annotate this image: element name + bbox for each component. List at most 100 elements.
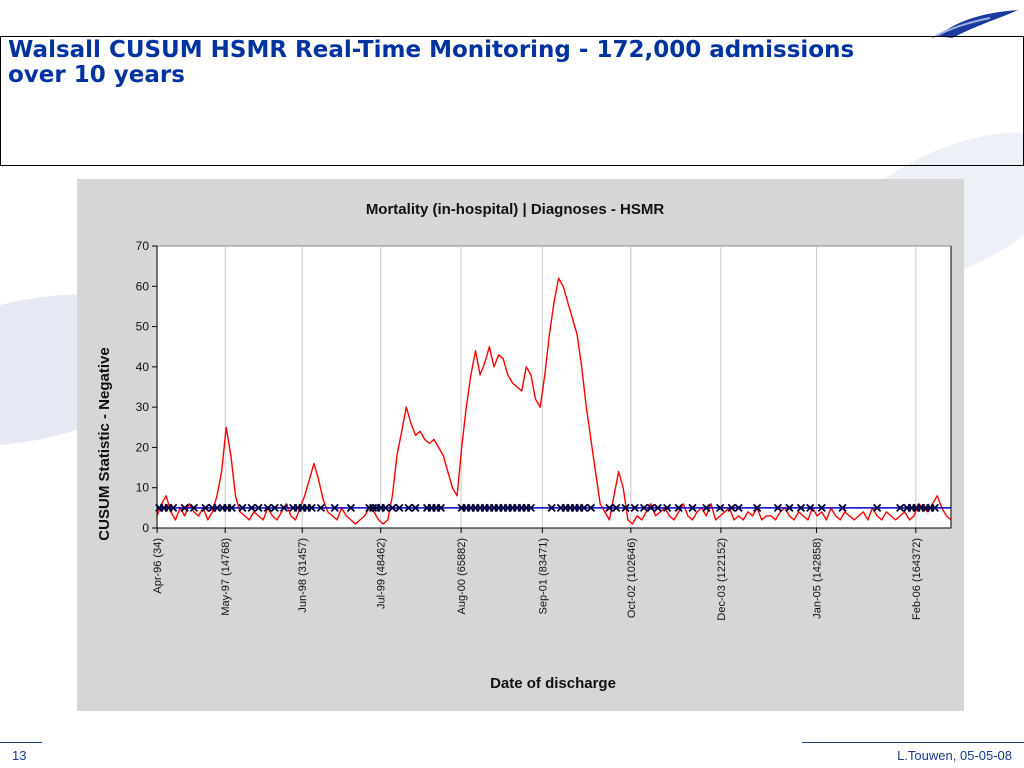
x-tick-label: Jan-05 (142858) — [811, 538, 823, 619]
x-tick-label: Apr-96 (34) — [152, 538, 164, 594]
alarm-marker-stroke — [316, 503, 326, 512]
y-tick-label: 60 — [136, 279, 150, 293]
alarm-marker-stroke — [180, 503, 189, 512]
alarm-marker — [688, 503, 697, 512]
alarm-marker — [716, 503, 725, 512]
alarm-marker — [254, 503, 263, 512]
alarm-marker-stroke — [388, 503, 397, 512]
alarm-marker — [621, 503, 630, 512]
alarm-marker — [817, 503, 826, 512]
alarm-marker — [630, 503, 639, 512]
alarm-marker — [238, 503, 247, 512]
series-layer — [156, 277, 952, 525]
alarm-marker — [796, 503, 806, 512]
alarm-marker — [873, 503, 882, 512]
y-tick-label: 40 — [136, 360, 150, 374]
alarm-marker-stroke — [270, 503, 279, 512]
y-tick-label: 20 — [136, 440, 150, 454]
alarm-marker-stroke — [547, 503, 556, 512]
x-axis-label: Date of discharge — [490, 675, 616, 692]
alarm-marker — [526, 503, 536, 512]
alarm-marker-stroke — [896, 503, 905, 512]
x-tick-label: Jul-99 (48462) — [376, 538, 388, 609]
alarm-marker-stroke — [307, 503, 316, 512]
axes: Apr-96 (34) May-97 (14768) Jun-98 (31457) J… — [136, 239, 952, 621]
alarm-marker-stroke — [381, 503, 390, 512]
alarm-marker — [639, 503, 649, 512]
alarm-marker-stroke — [688, 503, 697, 512]
alarm-marker — [586, 503, 596, 512]
alarm-marker — [605, 503, 614, 512]
alarm-marker — [169, 503, 178, 512]
alarm-marker — [674, 503, 683, 512]
alarm-marker — [896, 503, 905, 512]
footer-author: L.Touwen, 05-05-08 — [897, 748, 1012, 763]
alarm-marker — [201, 503, 210, 512]
alarm-marker — [653, 503, 663, 512]
alarm-marker — [307, 503, 316, 512]
alarm-marker — [773, 503, 783, 512]
alarm-marker — [263, 503, 272, 512]
alarm-marker-stroke — [436, 503, 446, 512]
alarm-marker — [247, 503, 256, 512]
x-tick-label: Feb-06 (164372) — [911, 538, 923, 620]
alarm-marker-stroke — [227, 503, 236, 512]
alarm-marker — [395, 503, 404, 512]
alarm-marker — [806, 503, 815, 512]
alarm-marker — [388, 503, 397, 512]
x-tick-label: Aug-00 (65882) — [456, 538, 468, 614]
alarm-marker-stroke — [579, 503, 589, 512]
alarm-marker — [752, 503, 762, 512]
alarm-marker-stroke — [605, 503, 614, 512]
alarm-marker-stroke — [189, 503, 199, 512]
alarm-marker-stroke — [612, 503, 621, 512]
alarm-marker-stroke — [201, 503, 210, 512]
alarm-marker-stroke — [653, 503, 663, 512]
y-tick-label: 0 — [142, 521, 149, 535]
alarm-marker-stroke — [279, 503, 289, 512]
alarm-marker — [930, 503, 939, 512]
alarm-marker — [612, 503, 621, 512]
alarm-marker — [727, 503, 736, 512]
alarm-marker — [189, 503, 199, 512]
x-tick-label: Oct-02 (102646) — [626, 538, 638, 618]
y-tick-label: 50 — [136, 320, 150, 334]
footer-rule-right — [802, 742, 1024, 743]
x-tick-label: May-97 (14768) — [220, 538, 232, 616]
alarm-marker — [316, 503, 326, 512]
alarm-marker-stroke — [662, 503, 672, 512]
chart-panel: Mortality (in-hospital) | Diagnoses - HS… — [77, 179, 964, 711]
alarm-marker-stroke — [630, 503, 639, 512]
alarm-marker — [702, 503, 711, 512]
alarm-marker — [646, 503, 656, 512]
alarm-marker-stroke — [702, 503, 711, 512]
y-tick-label: 10 — [136, 481, 150, 495]
y-tick-label: 30 — [136, 400, 150, 414]
alarm-marker — [662, 503, 672, 512]
alarm-marker-stroke — [395, 503, 404, 512]
alarm-marker-stroke — [404, 503, 413, 512]
alarm-marker-stroke — [411, 503, 420, 512]
plot-area — [156, 245, 952, 529]
alarm-marker — [279, 503, 289, 512]
x-tick-label: Sep-01 (83471) — [537, 538, 549, 614]
alarm-marker-stroke — [838, 503, 847, 512]
alarm-marker — [404, 503, 413, 512]
alarm-marker-stroke — [247, 503, 256, 512]
alarm-marker — [838, 503, 847, 512]
alarm-marker — [411, 503, 420, 512]
alarm-marker-stroke — [716, 503, 725, 512]
slide-title: Walsall CUSUM HSMR Real-Time Monitoring … — [8, 37, 855, 88]
alarm-marker — [785, 503, 794, 512]
series-line-cusum — [156, 277, 952, 525]
page-number: 13 — [12, 748, 27, 763]
alarm-marker-stroke — [806, 503, 815, 512]
alarm-marker-stroke — [526, 503, 536, 512]
alarm-marker-stroke — [639, 503, 649, 512]
footer-rule-left — [0, 742, 42, 743]
alarm-markers — [155, 503, 939, 512]
alarm-marker-stroke — [817, 503, 826, 512]
alarm-marker-stroke — [727, 503, 736, 512]
alarm-marker — [227, 503, 236, 512]
alarm-marker-stroke — [674, 503, 683, 512]
